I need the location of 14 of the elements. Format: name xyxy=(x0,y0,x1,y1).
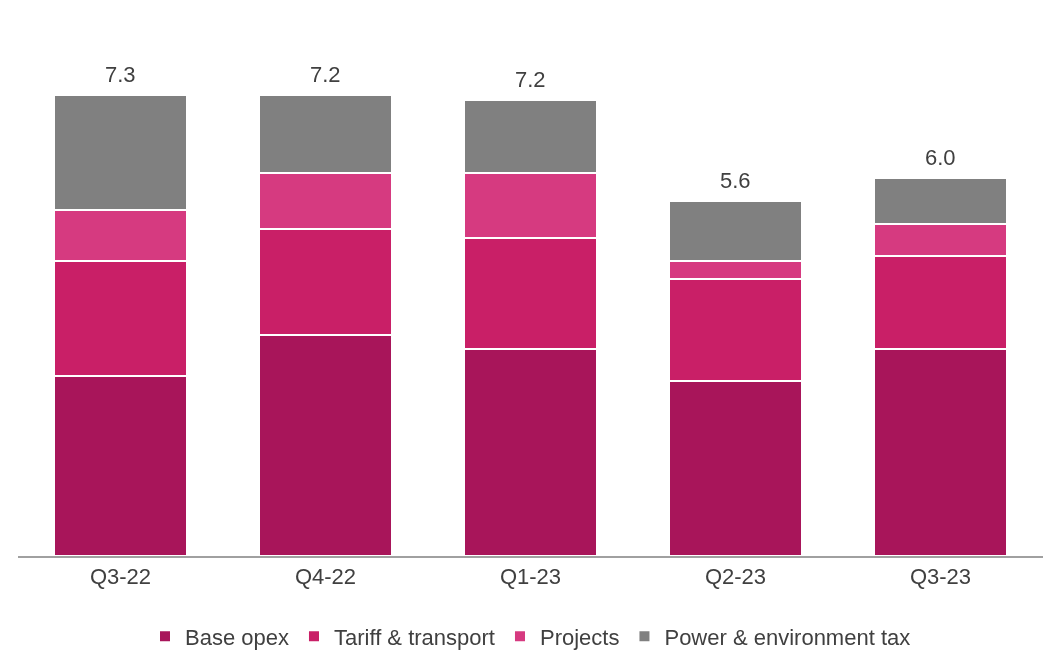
legend-label: Projects xyxy=(539,624,620,650)
x-tick-label: Q1-23 xyxy=(499,564,562,590)
x-tick-label: Q4-22 xyxy=(294,564,357,590)
x-tick-label: Q2-23 xyxy=(704,564,767,590)
x-tick-label: Q3-23 xyxy=(909,564,972,590)
annotation: 7.2 xyxy=(310,62,341,87)
annotation: 6.0 xyxy=(925,145,956,170)
annotation: 7.3 xyxy=(105,62,136,87)
legend-label: Tariff & transport xyxy=(333,624,495,650)
legend-label: Power & environment tax xyxy=(664,624,911,650)
legend-label: Base opex xyxy=(185,624,289,650)
annotation: 7.2 xyxy=(515,67,546,92)
annotation: 5.6 xyxy=(720,168,751,193)
x-tick-label: Q3-22 xyxy=(89,564,152,590)
